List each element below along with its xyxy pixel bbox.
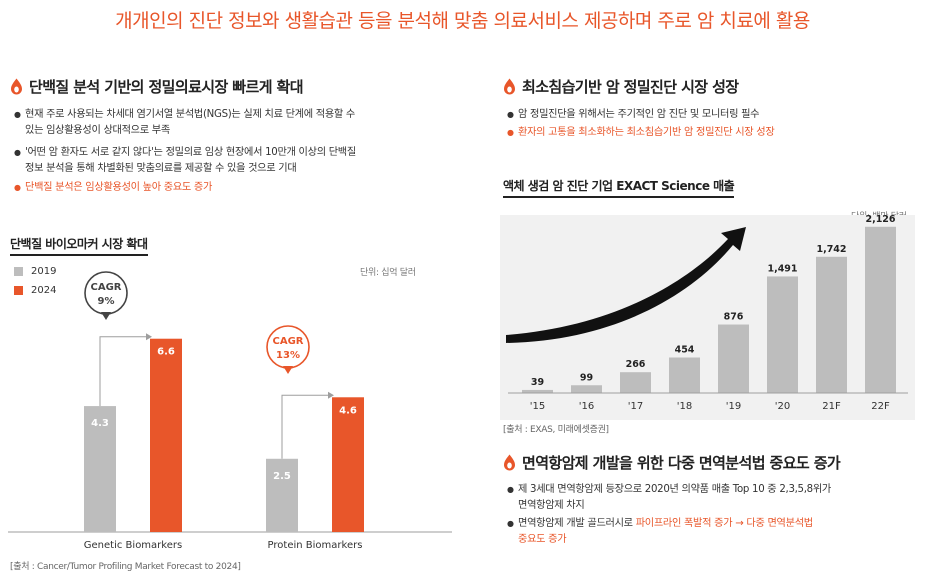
left-section-heading: 단백질 분석 기반의 정밀의료시장 빠르게 확대 xyxy=(10,76,304,97)
bar-value-label: 2.5 xyxy=(273,471,291,482)
flame-icon xyxy=(504,454,515,471)
legend-swatch-2024 xyxy=(14,286,23,295)
year-tick-label: '16 xyxy=(579,401,594,412)
revenue-bar xyxy=(571,385,602,393)
right-heading-2-text: 면역항암제 개발을 위한 다중 면역분석법 중요도 증가 xyxy=(522,454,841,472)
cagr-bubble-pointer xyxy=(283,366,293,374)
left-heading-text: 단백질 분석 기반의 정밀의료시장 빠르게 확대 xyxy=(29,78,304,96)
right-bullet-4-line1a: 면역항암제 개발 골드러시로 xyxy=(518,518,636,529)
bar-value-label: 1,491 xyxy=(767,263,797,274)
right-section-heading-2: 면역항암제 개발을 위한 다중 면역분석법 중요도 증가 xyxy=(503,452,841,473)
bar-value-label: 39 xyxy=(531,377,544,388)
bar-2019 xyxy=(84,406,116,532)
legend-swatch-2019 xyxy=(14,267,23,276)
page-title: 개개인의 진단 정보와 생활습관 등을 분석해 맞춤 의료서비스 제공하며 주로… xyxy=(115,10,810,32)
bar-value-label: 99 xyxy=(580,372,593,383)
bar-value-label: 454 xyxy=(675,345,695,356)
bar-value-label: 4.6 xyxy=(339,405,357,416)
right-bullet-3-line2: 면역항암제 차지 xyxy=(518,500,585,511)
bar-2024 xyxy=(150,338,182,532)
legend-label-2019: 2019 xyxy=(31,266,57,277)
legend-item-2024: 2024 xyxy=(14,285,56,296)
bar-value-label: 876 xyxy=(724,312,744,323)
right-heading-1-text: 최소침습기반 암 정밀진단 시장 성장 xyxy=(522,78,739,96)
right-bullet-3-line1: 제 3세대 면역항암제 등장으로 2020년 의약품 매출 Top 10 중 2… xyxy=(518,484,832,495)
right-bullet-4-line1b: 파이프라인 폭발적 증가 → 다중 면역분석법 xyxy=(635,518,813,529)
cagr-label: CAGR xyxy=(91,282,122,293)
protein-biomarker-chart: 4.3 6.6 Genetic Biomarkers CAGR 9% 2.5 4.6 Prot… xyxy=(8,271,452,551)
growth-trend-arrow xyxy=(506,227,746,343)
bar-value-label: 1,742 xyxy=(816,244,846,255)
right-bullet-list-2: 제 3세대 면역항암제 등장으로 2020년 의약품 매출 Top 10 중 2… xyxy=(507,482,907,548)
cagr-connector xyxy=(99,336,146,407)
left-bullet-2: '어떤 암 환자도 서로 같지 않다'는 정밀의료 임상 현장에서 10만개 이… xyxy=(14,145,434,161)
revenue-bar xyxy=(522,389,553,393)
revenue-bar xyxy=(620,372,651,393)
right-bullet-list-1: 암 정밀진단을 위해서는 주기적인 암 진단 및 모니터링 필수 환자의 고통을… xyxy=(507,107,907,141)
year-tick-label: '20 xyxy=(775,401,790,412)
right-section-heading-1: 최소침습기반 암 정밀진단 시장 성장 xyxy=(503,76,739,97)
category-label: Genetic Biomarkers xyxy=(84,540,182,551)
year-tick-label: '15 xyxy=(530,401,545,412)
bar-2024 xyxy=(332,397,364,532)
left-bullet-1-cont: 있는 임상활용성이 상대적으로 부족 xyxy=(25,125,170,136)
left-chart-heading: 단백질 바이오마커 시장 확대 xyxy=(10,235,148,256)
revenue-bar xyxy=(718,324,749,393)
year-tick-label: '17 xyxy=(628,401,643,412)
left-bullet-list: 현재 주로 사용되는 차세대 염기서열 분석법(NGS)는 실제 치료 단계에 … xyxy=(14,107,434,196)
left-bullet-1: 현재 주로 사용되는 차세대 염기서열 분석법(NGS)는 실제 치료 단계에 … xyxy=(14,107,434,123)
revenue-bar xyxy=(767,276,798,393)
year-tick-label: 21F xyxy=(822,401,841,412)
cagr-value: 9% xyxy=(98,296,115,307)
right-bullet-4: 면역항암제 개발 골드러시로 파이프라인 폭발적 증가 → 다중 면역분석법 중… xyxy=(507,516,907,548)
bar-value-label: 266 xyxy=(626,359,646,370)
left-chart-unit: 단위: 십억 달러 xyxy=(360,268,416,278)
bar-value-label: 6.6 xyxy=(157,347,175,358)
revenue-bar xyxy=(865,226,896,393)
cagr-bubble xyxy=(266,325,310,369)
cagr-value: 13% xyxy=(276,350,300,361)
flame-icon xyxy=(504,78,515,95)
legend-label-2024: 2024 xyxy=(31,285,57,296)
bar-2019 xyxy=(266,458,298,532)
cagr-label: CAGR xyxy=(273,336,304,347)
right-bullet-3: 제 3세대 면역항암제 등장으로 2020년 의약품 매출 Top 10 중 2… xyxy=(507,482,907,514)
left-chart-legend: 2019 2024 xyxy=(14,266,56,304)
left-bullet-3: 단백질 분석은 임상활용성이 높아 중요도 증가 xyxy=(14,180,434,196)
cagr-bubble-pointer xyxy=(101,312,111,320)
right-bullet-2: 환자의 고통을 최소화하는 최소침습기반 암 정밀진단 시장 성장 xyxy=(507,125,907,141)
year-tick-label: '18 xyxy=(677,401,692,412)
legend-item-2019: 2019 xyxy=(14,266,56,277)
bar-value-label: 2,126 xyxy=(865,215,895,225)
year-tick-label: '19 xyxy=(726,401,741,412)
year-tick-label: 22F xyxy=(871,401,890,412)
chart-background xyxy=(500,215,915,420)
right-bullet-1: 암 정밀진단을 위해서는 주기적인 암 진단 및 모니터링 필수 xyxy=(507,107,907,123)
right-bullet-4-line2: 중요도 증가 xyxy=(518,534,567,545)
right-chart-source: [출처 : EXAS, 미래에셋증권] xyxy=(503,425,609,435)
revenue-bar xyxy=(816,256,847,393)
left-chart-source: [출처 : Cancer/Tumor Profiling Market Fore… xyxy=(10,562,241,572)
cagr-bubble xyxy=(84,271,128,315)
connector-arrowhead xyxy=(146,333,152,341)
flame-icon xyxy=(11,78,22,95)
left-bullet-2-cont: 정보 분석을 통해 차별화된 맞춤의료를 제공할 수 있을 것으로 기대 xyxy=(25,163,297,174)
connector-arrowhead xyxy=(328,391,334,399)
right-chart-heading: 액체 생검 암 진단 기업 EXACT Science 매출 xyxy=(503,177,735,198)
exact-science-revenue-chart: 39 '15 99 '16 266 '17 454 '18 876 '19 1,491 '20 1,74… xyxy=(500,215,915,420)
revenue-bar xyxy=(669,357,700,393)
category-label: Protein Biomarkers xyxy=(268,540,363,551)
cagr-connector xyxy=(281,394,328,459)
bar-value-label: 4.3 xyxy=(91,418,109,429)
